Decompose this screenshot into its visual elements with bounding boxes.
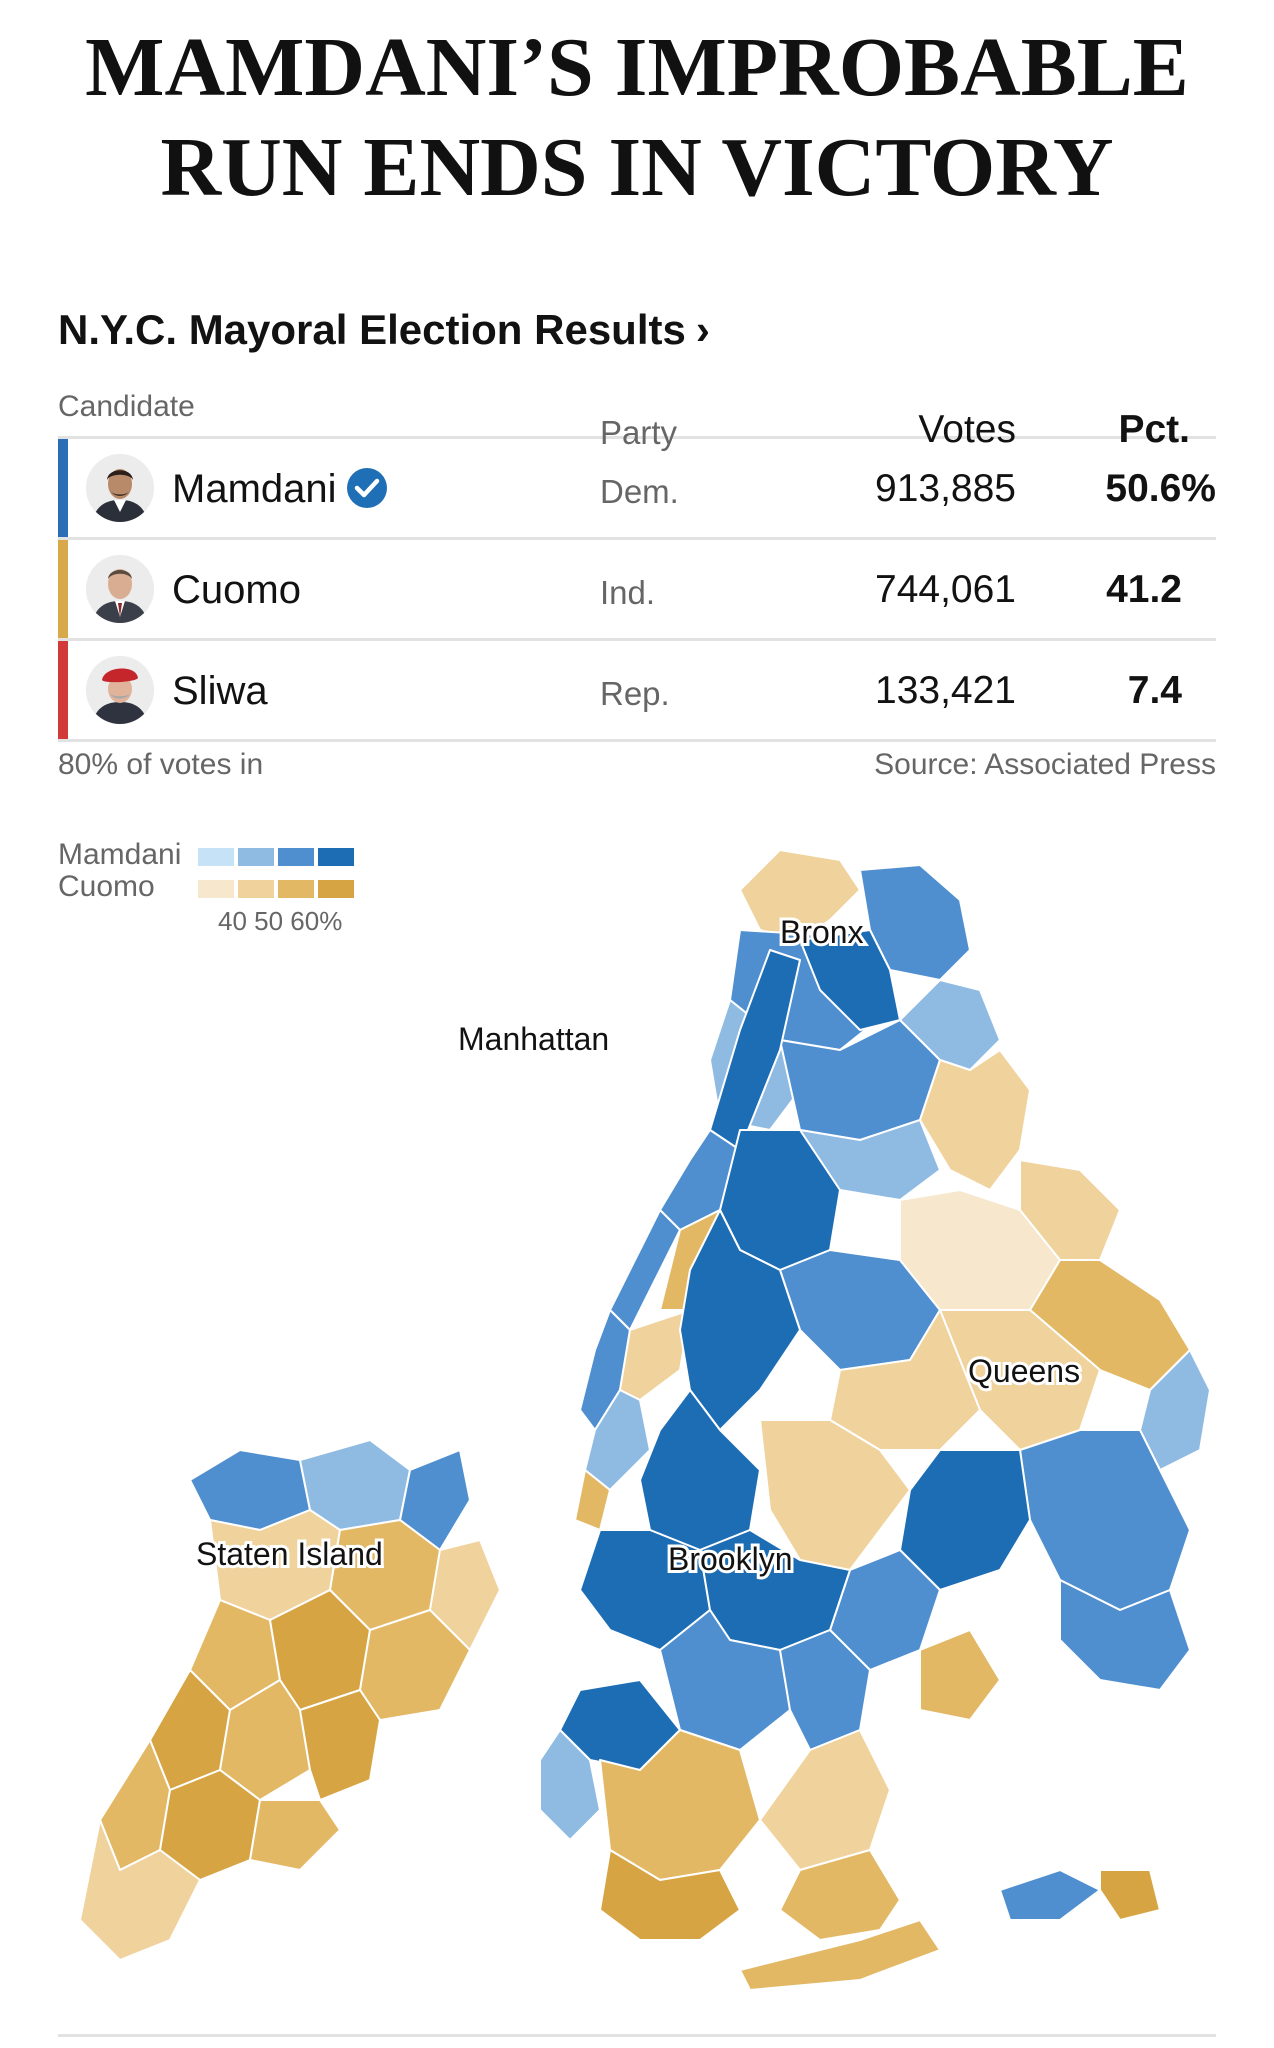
column-header-pct: Pct. xyxy=(1118,408,1190,451)
brooklyn-district-cuomo xyxy=(779,1849,901,1941)
queens-district-cuomo xyxy=(759,1419,911,1571)
chevron-right-icon: › xyxy=(695,306,710,353)
party-color-bar xyxy=(58,641,68,739)
map-districts xyxy=(79,849,1211,1991)
candidate-votes: 913,885 xyxy=(875,467,1016,510)
rockaway-district-cuomo xyxy=(739,1919,941,1991)
candidate-pct: 7.4 xyxy=(1127,669,1182,712)
queens-district xyxy=(1059,1579,1191,1691)
candidate-party: Dem. xyxy=(600,473,679,510)
reporting-status: 80% of votes in xyxy=(58,748,264,781)
legend-swatch-cuomo-4 xyxy=(318,880,354,898)
brooklyn-district xyxy=(639,1389,761,1551)
candidate-votes: 133,421 xyxy=(875,669,1016,712)
table-row-mamdani: Mamdani Dem. 913,885 50.6% xyxy=(58,439,1216,540)
results-title-text: N.Y.C. Mayoral Election Results xyxy=(58,306,686,353)
candidate-name: Sliwa xyxy=(172,669,268,713)
party-color-bar xyxy=(58,540,68,638)
candidate-party: Ind. xyxy=(600,574,656,611)
bronx-district-cuomo xyxy=(919,1049,1031,1191)
avatar xyxy=(86,555,154,623)
staten-island-district-cuomo xyxy=(79,1819,201,1961)
table-row-sliwa: Sliwa Rep. 133,421 7.4 xyxy=(58,641,1216,742)
map-labels: Bronx Manhattan Queens Brooklyn Staten I… xyxy=(193,911,1083,1580)
brooklyn-district xyxy=(679,1209,801,1431)
legend-ticks: 40 50 60% xyxy=(218,906,343,936)
column-header-votes: Votes xyxy=(918,408,1016,451)
legend-label-cuomo: Cuomo xyxy=(58,870,155,903)
candidate-pct: 50.6% xyxy=(1105,467,1216,510)
candidate-party: Rep. xyxy=(600,675,670,712)
table-row-cuomo: Cuomo Ind. 744,061 41.2 xyxy=(58,540,1216,641)
staten-island-district xyxy=(399,1449,471,1551)
staten-island-district-cuomo xyxy=(299,1689,381,1801)
table-header: Candidate Party Votes Pct. xyxy=(58,380,1216,451)
map-label-brooklyn: Brooklyn xyxy=(668,1541,793,1577)
headline-line-2: RUN ENDS IN VICTORY xyxy=(160,121,1114,214)
manhattan-district-cuomo xyxy=(619,1309,691,1401)
staten-island-district-cuomo xyxy=(249,1799,341,1871)
legend-swatch-mamdani-1 xyxy=(198,848,234,866)
source-credit: Source: Associated Press xyxy=(874,748,1216,781)
headline-line-1: MAMDANI’S IMPROBABLE xyxy=(85,21,1189,114)
legend-swatch-cuomo-1 xyxy=(198,880,234,898)
queens-district-cuomo xyxy=(919,1629,1001,1721)
candidate-pct: 41.2 xyxy=(1106,568,1182,611)
map-legend: Mamdani Cuomo 40 50 60% xyxy=(58,838,378,948)
party-color-bar xyxy=(58,439,68,537)
avatar xyxy=(86,656,154,724)
results-title-link[interactable]: N.Y.C. Mayoral Election Results › xyxy=(58,306,710,354)
bottom-divider xyxy=(58,2034,1216,2037)
map-label-bronx: Bronx xyxy=(780,914,864,950)
map-label-staten-island: Staten Island xyxy=(196,1536,383,1572)
legend-swatch-cuomo-3 xyxy=(278,880,314,898)
brooklyn-district-cuomo xyxy=(599,1849,741,1941)
brooklyn-district xyxy=(539,1729,601,1841)
candidate-name: Mamdani xyxy=(172,467,337,511)
queens-district xyxy=(1019,1429,1191,1611)
rockaway-district xyxy=(999,1869,1101,1921)
candidate-name: Cuomo xyxy=(172,568,301,612)
bronx-district-cuomo xyxy=(739,849,861,941)
candidate-votes: 744,061 xyxy=(875,568,1016,611)
winner-check-icon xyxy=(347,468,387,508)
column-header-party: Party xyxy=(600,414,678,451)
staten-island-district-cuomo xyxy=(429,1539,501,1651)
rockaway-district-cuomo xyxy=(1099,1869,1161,1921)
map-label-manhattan: Manhattan xyxy=(458,1021,609,1057)
legend-label-mamdani: Mamdani xyxy=(58,838,182,871)
avatar xyxy=(86,454,154,522)
legend-swatch-mamdani-4 xyxy=(318,848,354,866)
headline: MAMDANI’S IMPROBABLE RUN ENDS IN VICTORY xyxy=(0,18,1274,218)
queens-district xyxy=(899,1449,1031,1591)
column-header-candidate: Candidate xyxy=(58,390,195,423)
brooklyn-district-cuomo xyxy=(759,1729,891,1871)
legend-swatch-mamdani-2 xyxy=(238,848,274,866)
results-table: Candidate Party Votes Pct. Mamdani Dem. … xyxy=(58,380,1216,742)
borough-results-map: Bronx Manhattan Queens Brooklyn Staten I… xyxy=(79,849,1211,1991)
legend-swatch-cuomo-2 xyxy=(238,880,274,898)
map-label-queens: Queens xyxy=(968,1353,1080,1389)
legend-swatch-mamdani-3 xyxy=(278,848,314,866)
